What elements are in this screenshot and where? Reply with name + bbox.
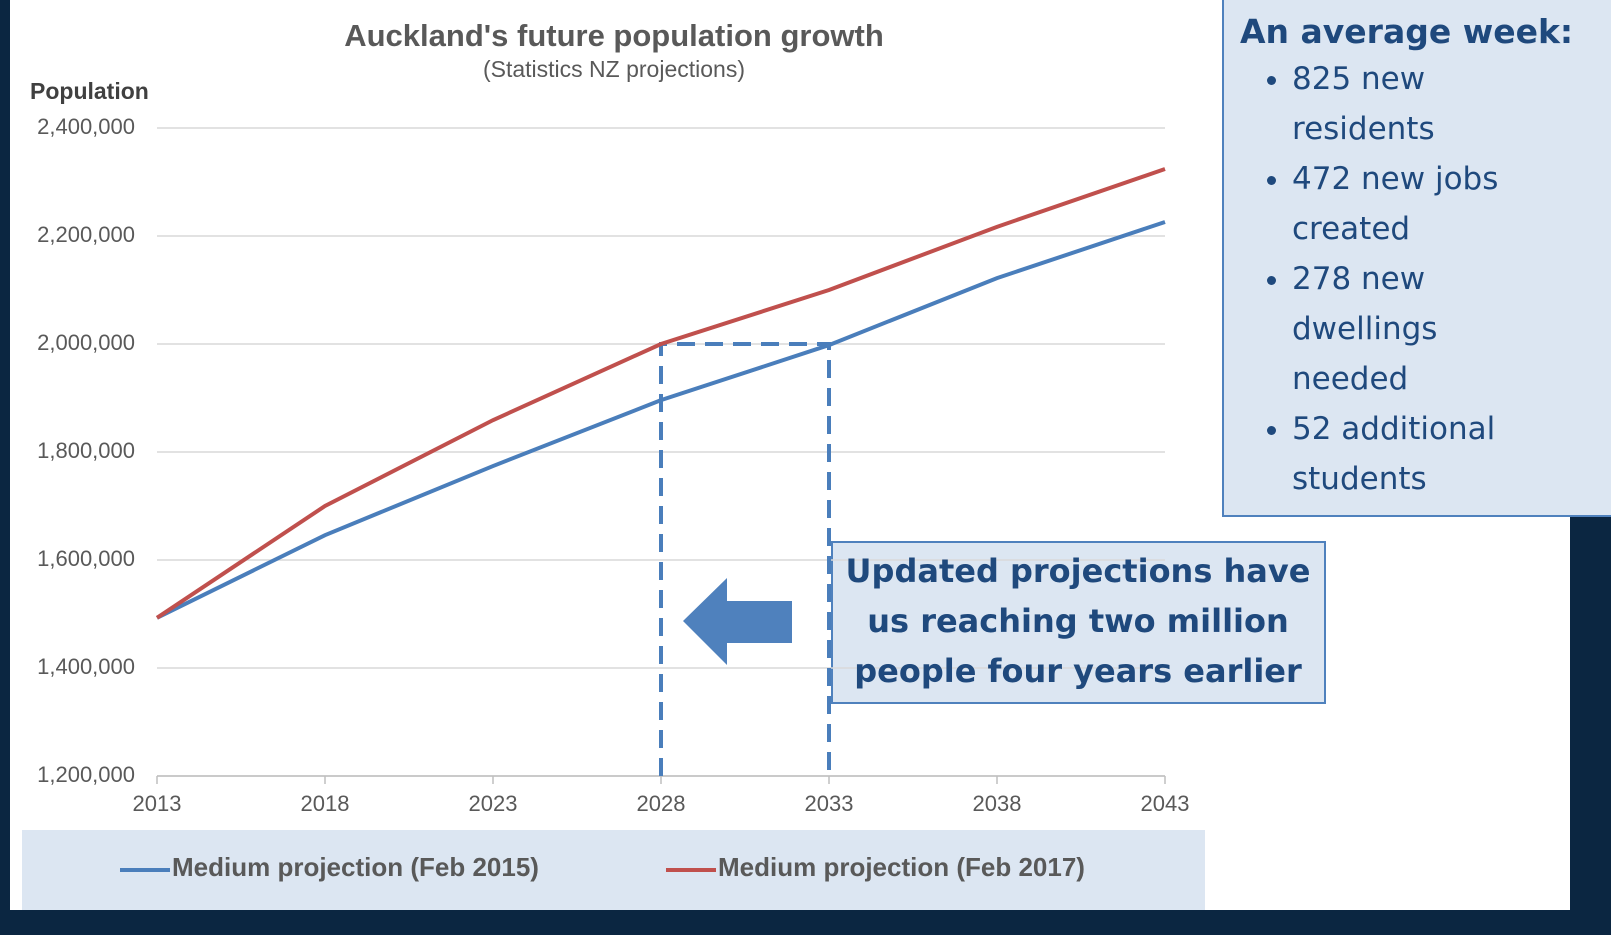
sidebar-item: 278 new dwellings needed <box>1292 254 1542 404</box>
x-tick-label: 2038 <box>973 791 1022 816</box>
y-tick-label: 1,200,000 <box>37 762 135 787</box>
x-tick-label: 2033 <box>805 791 854 816</box>
series-line <box>156 220 1166 620</box>
sidebar-list: 825 new residents472 new jobs created278… <box>1224 54 1611 504</box>
x-tick-label: 2013 <box>133 791 182 816</box>
annotation-text: Updated projections have <box>846 552 1311 590</box>
legend-label: Medium projection (Feb 2015) <box>172 852 539 882</box>
x-tick-label: 2028 <box>637 791 686 816</box>
annotation-box <box>831 541 1326 704</box>
arrow <box>683 578 792 665</box>
y-tick-label: 1,800,000 <box>37 438 135 463</box>
series-line <box>155 167 1166 620</box>
x-tick-label: 2018 <box>301 791 350 816</box>
chart-title: Auckland's future population growth <box>344 18 884 53</box>
sidebar-heading: An average week: <box>1240 12 1574 51</box>
legend-background <box>22 830 1205 910</box>
sidebar: An average week: 825 new residents472 ne… <box>1222 0 1611 517</box>
x-tick-label: 2023 <box>469 791 518 816</box>
y-tick-label: 2,200,000 <box>37 222 135 247</box>
y-tick-label: 2,400,000 <box>37 114 135 139</box>
y-tick-label: 1,400,000 <box>37 654 135 679</box>
y-axis-label: Population <box>30 78 149 104</box>
sidebar-item: 52 additional students <box>1292 404 1542 504</box>
x-tick-label: 2043 <box>1141 791 1190 816</box>
sidebar-item: 472 new jobs created <box>1292 154 1542 254</box>
sidebar-item: 825 new residents <box>1292 54 1542 154</box>
highlight-box <box>659 342 831 776</box>
legend-label: Medium projection (Feb 2017) <box>718 852 1085 882</box>
chart-subtitle: (Statistics NZ projections) <box>483 56 745 82</box>
y-tick-label: 2,000,000 <box>37 330 135 355</box>
y-tick-label: 1,600,000 <box>37 546 135 571</box>
annotation-text: us reaching two million <box>867 602 1289 640</box>
annotation-text: people four years earlier <box>854 652 1302 690</box>
